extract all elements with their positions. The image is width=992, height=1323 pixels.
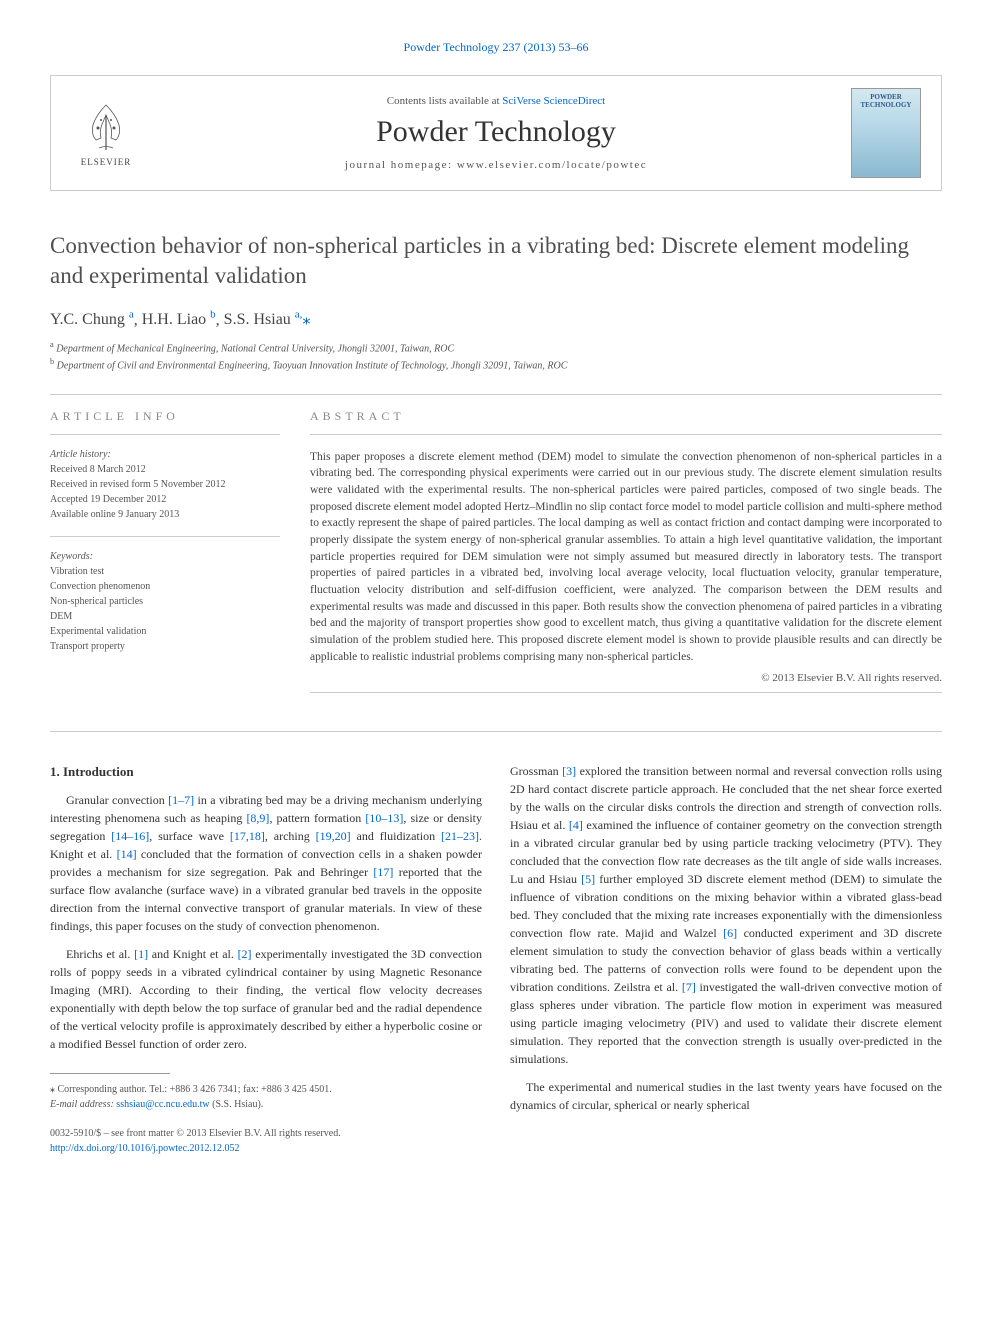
abstract-column: ABSTRACT This paper proposes a discrete … xyxy=(310,409,942,707)
issn-text: 0032-5910/$ – see front matter © 2013 El… xyxy=(50,1126,482,1141)
right-column: Grossman [3] explored the transition bet… xyxy=(510,762,942,1157)
ref-link[interactable]: [19,20] xyxy=(316,829,351,843)
abstract-text: This paper proposes a discrete element m… xyxy=(310,449,942,666)
ref-link[interactable]: [10–13] xyxy=(365,811,403,825)
ref-link[interactable]: [1] xyxy=(134,947,148,961)
keyword-2: Convection phenomenon xyxy=(50,579,280,594)
cover-label-2: TECHNOLOGY xyxy=(861,101,912,109)
info-divider-2 xyxy=(50,536,280,537)
elsevier-logo: ELSEVIER xyxy=(71,93,141,173)
doi-link[interactable]: http://dx.doi.org/10.1016/j.powtec.2012.… xyxy=(50,1143,240,1154)
article-info-heading: ARTICLE INFO xyxy=(50,409,280,424)
homepage-url[interactable]: www.elsevier.com/locate/powtec xyxy=(457,159,647,171)
journal-title: Powder Technology xyxy=(141,115,851,149)
para-3: The experimental and numerical studies i… xyxy=(510,1078,942,1114)
sciencedirect-link[interactable]: SciVerse ScienceDirect xyxy=(502,95,605,107)
corresponding-label: Corresponding author. Tel.: +886 3 426 7… xyxy=(58,1084,332,1095)
homepage-line: journal homepage: www.elsevier.com/locat… xyxy=(141,159,851,171)
article-title: Convection behavior of non-spherical par… xyxy=(50,231,942,291)
section-1-heading: 1. Introduction xyxy=(50,762,482,782)
top-citation[interactable]: Powder Technology 237 (2013) 53–66 xyxy=(50,40,942,55)
info-abstract-row: ARTICLE INFO Article history: Received 8… xyxy=(50,409,942,707)
footer-divider xyxy=(50,1073,170,1074)
ref-link[interactable]: [21–23] xyxy=(441,829,479,843)
bottom-issn-line: 0032-5910/$ – see front matter © 2013 El… xyxy=(50,1126,482,1156)
ref-link[interactable]: [6] xyxy=(723,926,737,940)
history-block: Article history: Received 8 March 2012 R… xyxy=(50,449,280,522)
email-label: E-mail address: xyxy=(50,1099,114,1110)
ref-link[interactable]: [3] xyxy=(562,764,576,778)
affiliation-a: a Department of Mechanical Engineering, … xyxy=(50,339,942,356)
affiliation-b: b Department of Civil and Environmental … xyxy=(50,356,942,373)
article-info: ARTICLE INFO Article history: Received 8… xyxy=(50,409,280,707)
header-center: Contents lists available at SciVerse Sci… xyxy=(141,95,851,171)
corresponding-author: ⁎ Corresponding author. Tel.: +886 3 426… xyxy=(50,1082,482,1112)
ref-link[interactable]: [1–7] xyxy=(168,793,194,807)
keyword-5: Experimental validation xyxy=(50,624,280,639)
ref-link[interactable]: [4] xyxy=(569,818,583,832)
keywords-label: Keywords: xyxy=(50,551,280,562)
author-1: Y.C. Chung a xyxy=(50,311,134,328)
ref-link[interactable]: [17,18] xyxy=(230,829,265,843)
keywords-block: Keywords: Vibration test Convection phen… xyxy=(50,551,280,654)
email-suffix: (S.S. Hsiau). xyxy=(212,1099,263,1110)
authors: Y.C. Chung a, H.H. Liao b, S.S. Hsiau a,… xyxy=(50,309,942,329)
publisher-name: ELSEVIER xyxy=(81,157,132,167)
history-2: Received in revised form 5 November 2012 xyxy=(50,477,280,492)
para-1: Granular convection [1–7] in a vibrating… xyxy=(50,791,482,935)
ref-link[interactable]: [14–16] xyxy=(111,829,149,843)
star-icon: ⁎ xyxy=(50,1084,55,1095)
ref-link[interactable]: [14] xyxy=(117,847,137,861)
history-4: Available online 9 January 2013 xyxy=(50,507,280,522)
left-column: 1. Introduction Granular convection [1–7… xyxy=(50,762,482,1157)
body-divider xyxy=(50,731,942,732)
divider xyxy=(50,394,942,395)
body-columns: 1. Introduction Granular convection [1–7… xyxy=(50,762,942,1157)
abstract-divider xyxy=(310,434,942,435)
keyword-6: Transport property xyxy=(50,639,280,654)
email-link[interactable]: sshsiau@cc.ncu.edu.tw xyxy=(116,1099,209,1110)
ref-link[interactable]: [5] xyxy=(581,872,595,886)
abstract-divider-2 xyxy=(310,692,942,693)
contents-prefix: Contents lists available at xyxy=(387,95,502,107)
ref-link[interactable]: [2] xyxy=(238,947,252,961)
homepage-prefix: journal homepage: xyxy=(345,159,457,171)
ref-link[interactable]: [17] xyxy=(373,865,393,879)
history-3: Accepted 19 December 2012 xyxy=(50,492,280,507)
contents-line: Contents lists available at SciVerse Sci… xyxy=(141,95,851,107)
abstract-heading: ABSTRACT xyxy=(310,409,942,424)
affiliations: a Department of Mechanical Engineering, … xyxy=(50,339,942,374)
info-divider-1 xyxy=(50,434,280,435)
cover-label-1: POWDER xyxy=(870,93,902,101)
para-2-right: Grossman [3] explored the transition bet… xyxy=(510,762,942,1068)
author-2: H.H. Liao b xyxy=(142,311,216,328)
para-2-left: Ehrichs et al. [1] and Knight et al. [2]… xyxy=(50,945,482,1053)
elsevier-tree-icon xyxy=(81,100,131,155)
journal-header: ELSEVIER Contents lists available at Sci… xyxy=(50,75,942,191)
copyright: © 2013 Elsevier B.V. All rights reserved… xyxy=(310,672,942,684)
ref-link[interactable]: [8,9] xyxy=(246,811,269,825)
author-3: S.S. Hsiau a,⁎ xyxy=(224,311,311,328)
history-label: Article history: xyxy=(50,449,280,460)
history-1: Received 8 March 2012 xyxy=(50,462,280,477)
keyword-3: Non-spherical particles xyxy=(50,594,280,609)
journal-cover: POWDER TECHNOLOGY xyxy=(851,88,921,178)
ref-link[interactable]: [7] xyxy=(682,980,696,994)
keyword-1: Vibration test xyxy=(50,564,280,579)
keyword-4: DEM xyxy=(50,609,280,624)
